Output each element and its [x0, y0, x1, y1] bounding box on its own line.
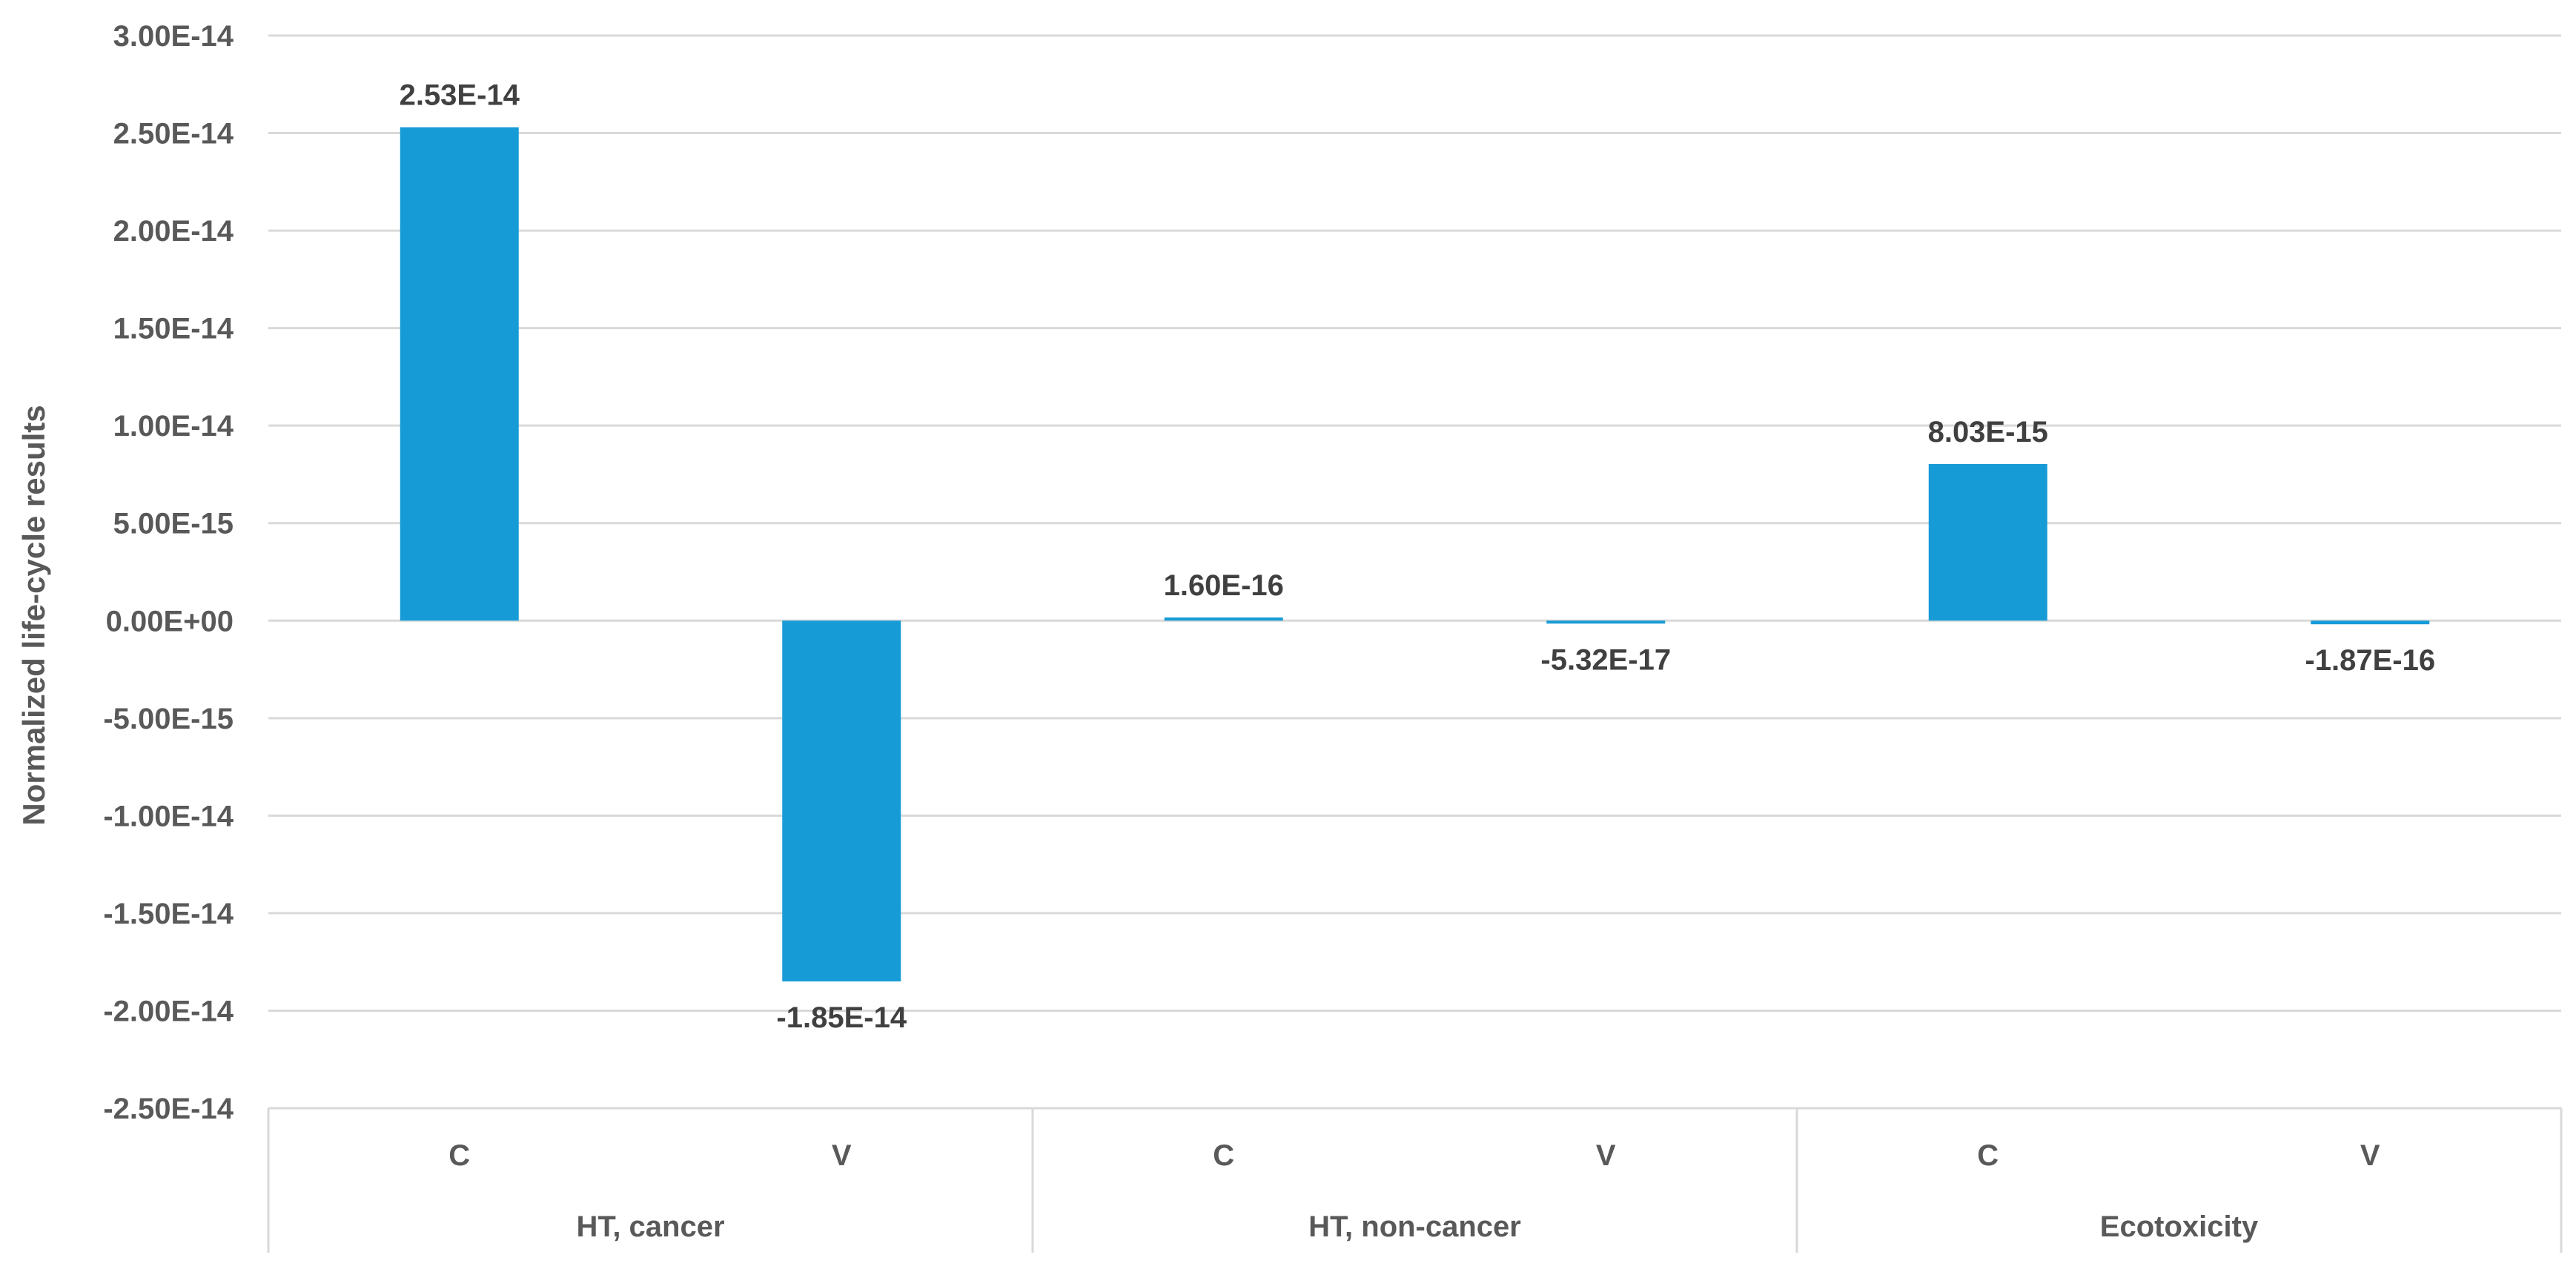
x-group-label: HT, cancer: [576, 1210, 724, 1243]
y-tick-label: 2.50E-14: [113, 118, 234, 150]
bars: [400, 127, 2430, 981]
y-tick-label: 3.00E-14: [113, 20, 234, 53]
data-label: 2.53E-14: [400, 79, 520, 112]
bar: [782, 620, 901, 981]
x-category-label: C: [1977, 1139, 1999, 1172]
gridlines: [268, 34, 2561, 1110]
y-tick-label: -1.50E-14: [103, 898, 234, 930]
y-axis-tick-labels: 3.00E-14 2.50E-14 2.00E-14 1.50E-14 1.00E-14…: [103, 20, 234, 1125]
x-group-label: HT, non-cancer: [1308, 1210, 1521, 1243]
data-label: -1.85E-14: [776, 1001, 907, 1034]
bar: [400, 127, 519, 621]
x-axis: C V C V C V HT, cancer HT, non-cancer Ecotoxicit…: [267, 1108, 2563, 1253]
y-tick-label: -5.00E-15: [103, 703, 234, 735]
y-tick-label: -2.00E-14: [103, 995, 234, 1027]
data-label: -1.87E-16: [2305, 644, 2435, 677]
data-labels: 2.53E-14 -1.85E-14 1.60E-16 -5.32E-17 8.03E-…: [400, 79, 2436, 1034]
y-tick-label: -1.00E-14: [103, 800, 234, 832]
x-category-label: V: [832, 1139, 852, 1172]
y-tick-label: 0.00E+00: [106, 605, 234, 637]
data-label: -5.32E-17: [1540, 643, 1671, 676]
x-category-label: V: [1596, 1139, 1616, 1172]
y-tick-label: 2.00E-14: [113, 215, 234, 248]
y-tick-label: 1.50E-14: [113, 313, 234, 345]
y-tick-label: 5.00E-15: [113, 508, 234, 540]
x-group-label: Ecotoxicity: [2100, 1210, 2259, 1243]
x-category-label: C: [448, 1139, 470, 1172]
x-category-label: C: [1213, 1139, 1234, 1172]
bar: [2311, 620, 2430, 625]
bar: [1164, 617, 1283, 621]
data-label: 1.60E-16: [1164, 569, 1284, 602]
y-axis-title: Normalized life-cycle results: [16, 405, 51, 825]
y-tick-label: -2.50E-14: [103, 1093, 234, 1125]
bar: [1928, 464, 2047, 621]
bar: [1546, 620, 1666, 624]
y-tick-label: 1.00E-14: [113, 410, 234, 443]
data-label: 8.03E-15: [1928, 416, 2048, 448]
x-category-label: V: [2360, 1139, 2380, 1172]
